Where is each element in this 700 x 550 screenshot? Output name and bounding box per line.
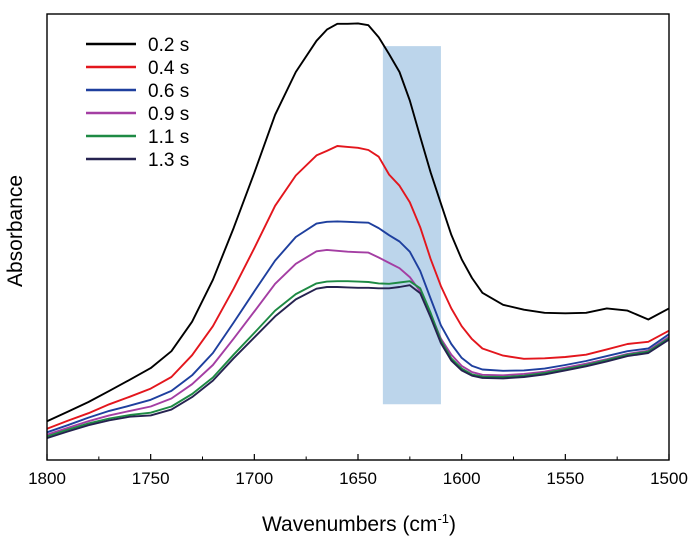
x-tick-label-1750: 1750 <box>132 469 170 488</box>
x-tick-label-1550: 1550 <box>546 469 584 488</box>
series-line-5 <box>46 280 670 438</box>
x-tick-label-1500: 1500 <box>650 469 688 488</box>
legend-label-5: 1.1 s <box>148 127 189 148</box>
series-line-6 <box>46 284 670 440</box>
x-axis-title-superscript: -1 <box>437 511 449 526</box>
x-axis-title-suffix: ) <box>449 513 456 536</box>
legend-label-1: 0.2 s <box>148 35 189 56</box>
legend-label-2: 0.4 s <box>148 58 189 79</box>
x-tick-label-1800: 1800 <box>28 469 66 488</box>
x-tick-label-1600: 1600 <box>443 469 481 488</box>
highlight-band <box>382 46 441 405</box>
legend: 0.2 s0.4 s0.6 s0.9 s1.1 s1.3 s <box>86 35 189 171</box>
legend-label-6: 1.3 s <box>148 150 189 171</box>
x-tick-label-1650: 1650 <box>339 469 377 488</box>
series-line-1 <box>46 22 670 423</box>
series-layer <box>46 22 670 440</box>
legend-label-4: 0.9 s <box>148 104 189 125</box>
x-axis-title-main: Wavenumbers (cm <box>262 513 437 536</box>
x-axis: 1800 1750 1700 1650 1600 1550 1500 <box>28 454 688 488</box>
x-tick-label-1700: 1700 <box>235 469 273 488</box>
y-axis-title: Absorbance <box>4 175 27 287</box>
series-line-4 <box>46 248 670 436</box>
series-line-2 <box>46 145 670 430</box>
highlight-band-layer <box>382 46 441 405</box>
series-line-3 <box>46 220 670 434</box>
x-axis-title: Wavenumbers (cm-1) <box>262 511 456 536</box>
legend-label-3: 0.6 s <box>148 81 189 102</box>
